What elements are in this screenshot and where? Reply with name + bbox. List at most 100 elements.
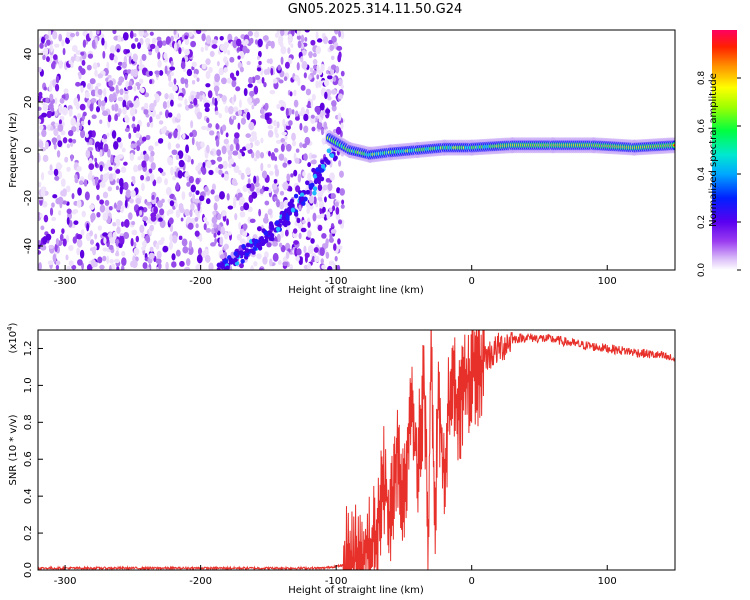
heatmap-cell <box>216 81 220 86</box>
heatmap-cell <box>204 102 210 109</box>
heatmap-cell <box>307 262 312 270</box>
heatmap-cell <box>184 266 191 270</box>
heatmap-cell <box>167 112 173 118</box>
heatmap-cell <box>195 264 200 270</box>
heatmap-cell <box>329 172 335 181</box>
heatmap-cell <box>54 243 58 253</box>
heatmap-cell <box>233 165 240 174</box>
heatmap-cell <box>47 30 52 37</box>
heatmap-cell <box>91 258 96 268</box>
x-tick-label: -300 <box>54 576 77 587</box>
heatmap-cell <box>180 217 184 222</box>
heatmap-cell <box>337 54 342 63</box>
heatmap-cell <box>163 52 168 60</box>
heatmap-cell <box>150 215 157 222</box>
heatmap-cell <box>312 52 317 58</box>
heatmap-cell <box>117 61 123 66</box>
heatmap-cell <box>149 246 154 252</box>
heatmap-cell <box>289 263 294 270</box>
heatmap-cell <box>108 265 112 270</box>
heatmap-cell <box>84 191 90 201</box>
heatmap-cell <box>50 125 54 131</box>
heatmap-cell <box>232 150 239 156</box>
heatmap-cell <box>159 208 165 216</box>
heatmap-cell <box>47 170 54 176</box>
heatmap-cell <box>130 189 136 198</box>
heatmap-cell <box>264 112 270 121</box>
heatmap-cell <box>301 201 306 206</box>
heatmap-cell <box>306 207 310 215</box>
heatmap-cell <box>175 143 181 149</box>
heatmap-cell <box>210 242 216 247</box>
heatmap-cell <box>90 213 96 222</box>
heatmap-cell <box>194 216 199 222</box>
heatmap-cell <box>293 99 299 108</box>
heatmap-cell <box>80 85 84 93</box>
heatmap-cell <box>186 181 191 187</box>
heatmap-cell <box>161 198 165 203</box>
heatmap-cell <box>171 261 177 268</box>
heatmap-cell <box>269 170 274 176</box>
heatmap-cell <box>137 42 142 49</box>
heatmap-cell <box>133 247 140 256</box>
heatmap-cell <box>205 83 211 88</box>
heatmap-cell <box>60 130 66 136</box>
heatmap-cell <box>294 74 300 82</box>
heatmap-cell <box>197 202 201 212</box>
heatmap-cell <box>297 173 302 183</box>
heatmap-cell <box>172 175 177 181</box>
heatmap-cell <box>103 237 107 244</box>
heatmap-cell <box>193 68 199 75</box>
heatmap-cell <box>178 202 184 212</box>
heatmap-cell <box>277 223 282 228</box>
heatmap-cell <box>217 213 222 220</box>
heatmap-cell <box>52 79 57 88</box>
heatmap-cell <box>52 253 57 263</box>
heatmap-cell <box>87 130 94 138</box>
heatmap-cell <box>207 90 213 99</box>
heatmap-cell <box>124 116 130 124</box>
heatmap-cell <box>304 30 310 33</box>
heatmap-cell <box>219 191 225 200</box>
heatmap-cell <box>154 70 160 75</box>
heatmap-cell <box>136 145 141 152</box>
heatmap-cell <box>89 78 96 85</box>
heatmap-cell <box>233 94 237 103</box>
heatmap-cell <box>69 32 76 38</box>
heatmap-cell <box>237 152 242 160</box>
heatmap-cell <box>246 111 251 121</box>
heatmap-cell <box>197 162 204 168</box>
heatmap-cell <box>288 37 293 42</box>
heatmap-cell <box>52 194 58 199</box>
heatmap-cell <box>313 196 317 205</box>
heatmap-cell <box>338 79 343 86</box>
heatmap-cell <box>216 95 221 102</box>
heatmap-cell <box>305 189 311 195</box>
heatmap-cell <box>140 174 145 181</box>
heatmap-cell <box>115 168 121 174</box>
heatmap-cell <box>59 233 64 242</box>
heatmap-cell <box>316 122 323 130</box>
heatmap-cell <box>116 178 120 184</box>
heatmap-cell <box>175 154 180 161</box>
heatmap-cell <box>149 31 154 36</box>
heatmap-cell <box>102 255 107 262</box>
heatmap-cell <box>190 202 195 212</box>
heatmap-cell <box>221 145 227 155</box>
heatmap-cell <box>153 206 158 215</box>
heatmap-cell <box>75 31 80 37</box>
heatmap-cell <box>123 181 129 191</box>
heatmap-cell <box>296 30 301 36</box>
heatmap-cell <box>204 45 209 51</box>
heatmap-cell <box>92 130 96 138</box>
heatmap-cell <box>225 265 230 270</box>
heatmap-cell <box>120 166 127 173</box>
heatmap-cell <box>76 239 83 248</box>
heatmap-cell <box>99 264 105 270</box>
colorbar-gradient <box>712 30 737 270</box>
heatmap-cell <box>112 30 117 35</box>
heatmap-cell <box>133 164 139 173</box>
heatmap-cell <box>269 258 273 267</box>
heatmap-cell <box>102 110 109 117</box>
